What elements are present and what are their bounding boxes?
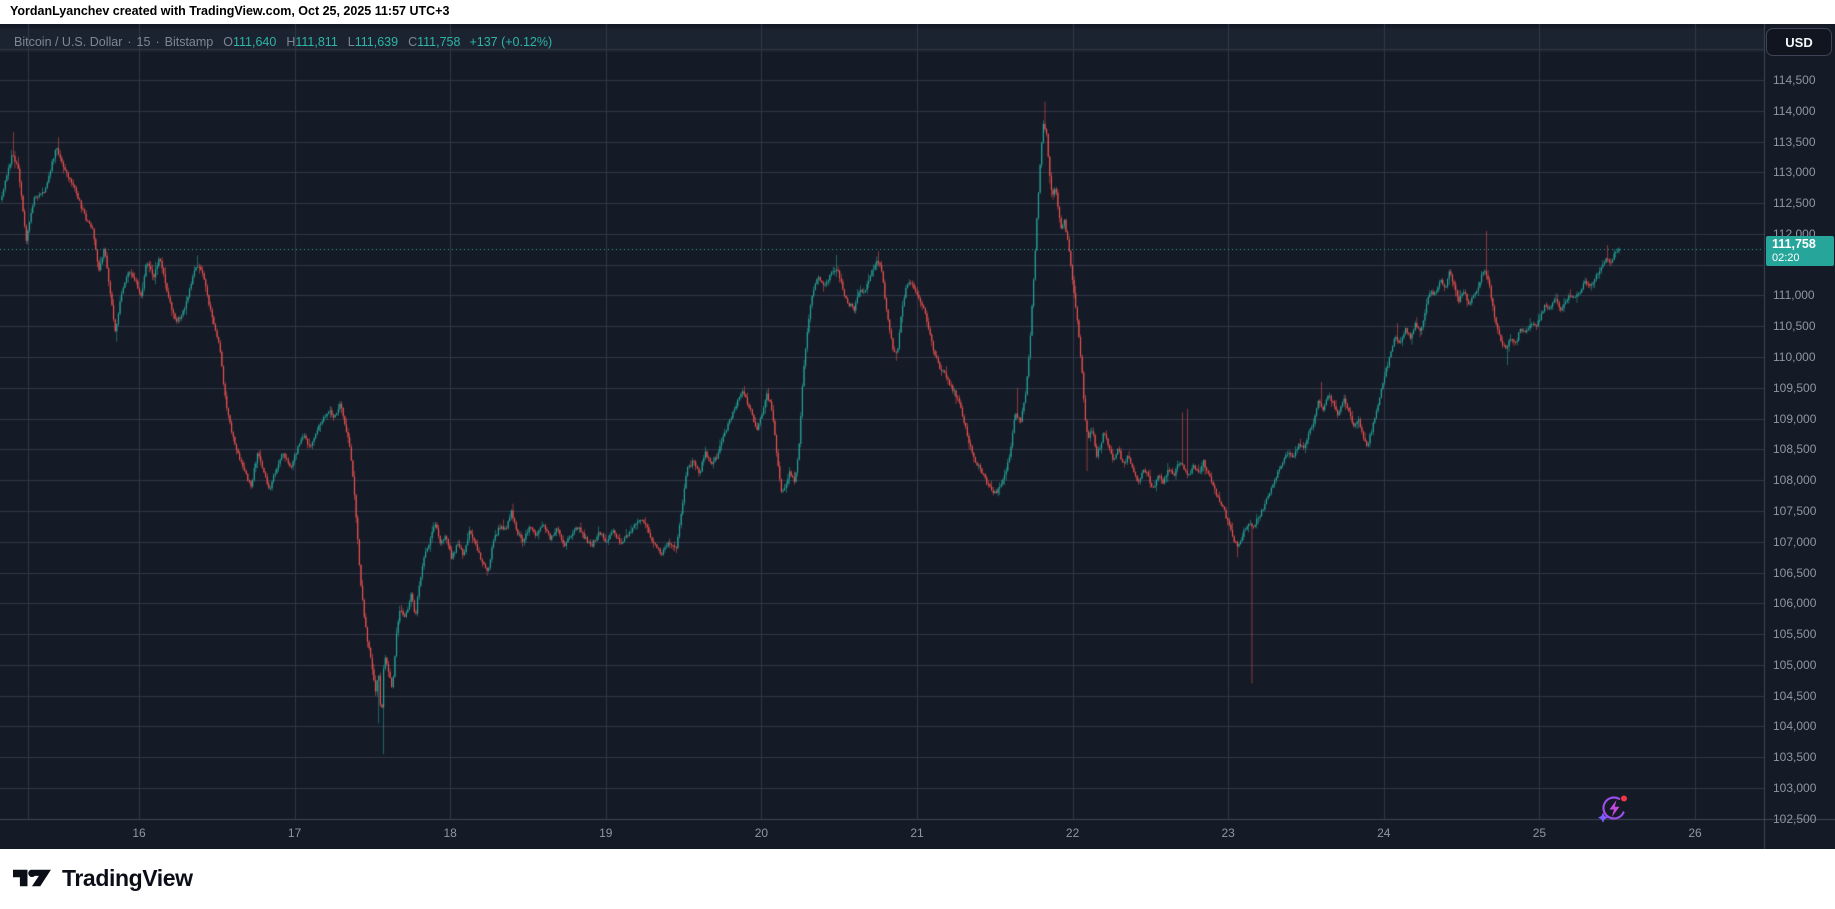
time-axis-label: 21: [910, 826, 924, 840]
time-axis-label: 16: [132, 826, 146, 840]
price-axis-label: 104,500: [1773, 688, 1817, 703]
price-axis-label: 109,500: [1773, 380, 1817, 395]
attribution-bar: YordanLyanchev created with TradingView.…: [0, 0, 1835, 24]
time-axis-label: 20: [754, 826, 769, 840]
time-axis-label: 19: [599, 826, 613, 840]
tradingview-logo[interactable]: TradingView: [13, 863, 193, 893]
time-axis-label: 17: [287, 826, 302, 840]
price-axis-label: 112,500: [1773, 196, 1816, 211]
price-axis-label: 110,500: [1773, 319, 1816, 334]
last-price-value: 111,758: [1772, 236, 1816, 251]
time-axis-label: 18: [443, 826, 457, 840]
price-axis-label: 114,000: [1773, 103, 1816, 118]
time-axis[interactable]: 16 17 18 19 20 21 22 23 24 25 26: [0, 819, 1764, 849]
attribution-text: YordanLyanchev created with TradingView.…: [10, 4, 450, 18]
legend-separator: ·: [127, 35, 132, 49]
price-axis-label: 104,000: [1773, 719, 1817, 734]
candlestick-plot[interactable]: [0, 24, 1835, 849]
open-value: 111,640: [233, 35, 277, 49]
price-axis-label: 114,500: [1773, 73, 1816, 87]
symbol-legend: Bitcoin / U.S. Dollar · 15 · Bitstamp O …: [14, 32, 552, 52]
sparkle-icon: [1598, 812, 1608, 823]
exchange-name: Bitstamp: [164, 35, 214, 49]
legend-separator: ·: [155, 35, 160, 49]
open-label: O: [223, 35, 233, 49]
bottom-brand-bar: TradingView: [0, 849, 1835, 909]
tradingview-logo-icon: [13, 869, 51, 887]
notification-dot: [1621, 795, 1627, 802]
time-axis-label: 23: [1221, 826, 1235, 840]
price-axis-label: 111,000: [1773, 288, 1815, 303]
high-label: H: [286, 35, 296, 49]
low-label: L: [347, 35, 355, 49]
chart-panel: Bitcoin / U.S. Dollar · 15 · Bitstamp O …: [0, 24, 1835, 849]
price-axis-label: 103,000: [1773, 781, 1817, 796]
price-axis-label: 103,500: [1773, 750, 1817, 765]
time-axis-label: 22: [1065, 826, 1080, 840]
change-value: +137 (+0.12%): [469, 35, 553, 49]
tradingview-logo-text: TradingView: [62, 864, 193, 891]
close-label: C: [408, 35, 418, 49]
price-axis-label: 113,000: [1773, 165, 1816, 180]
candle-countdown: 02:20: [1772, 251, 1800, 264]
low-value: 111,639: [354, 35, 399, 49]
price-axis-label: 113,500: [1773, 134, 1816, 149]
time-axis-label: 24: [1377, 826, 1391, 840]
price-axis-label: 109,000: [1773, 411, 1817, 426]
lightning-bolt-icon: [1609, 800, 1620, 817]
price-axis-label: 108,500: [1773, 442, 1817, 457]
high-value: 111,811: [295, 35, 338, 49]
price-axis-label: 106,500: [1773, 565, 1817, 580]
price-axis-label: 105,500: [1773, 627, 1817, 642]
last-price-badge: 111,758 02:20: [1766, 235, 1834, 266]
price-axis-label: 107,500: [1773, 503, 1817, 518]
price-axis-label: 105,000: [1773, 657, 1817, 672]
price-axis-label: 107,000: [1773, 534, 1817, 549]
price-axis-label: 108,000: [1773, 473, 1817, 488]
price-axis[interactable]: 114,500 114,000 113,500 113,000 112,500 112,0…: [1764, 24, 1835, 849]
flash-news-icon[interactable]: [1597, 791, 1631, 825]
price-axis-label: 106,000: [1773, 596, 1817, 611]
time-axis-label: 26: [1688, 826, 1702, 840]
price-axis-label: 110,000: [1773, 350, 1816, 365]
time-axis-label: 25: [1532, 826, 1547, 840]
currency-toggle-button[interactable]: USD: [1766, 28, 1832, 56]
price-axis-label: 102,500: [1773, 811, 1817, 826]
close-value: 111,758: [417, 35, 461, 49]
interval-value[interactable]: 15: [136, 35, 151, 49]
symbol-title[interactable]: Bitcoin / U.S. Dollar: [14, 35, 123, 49]
